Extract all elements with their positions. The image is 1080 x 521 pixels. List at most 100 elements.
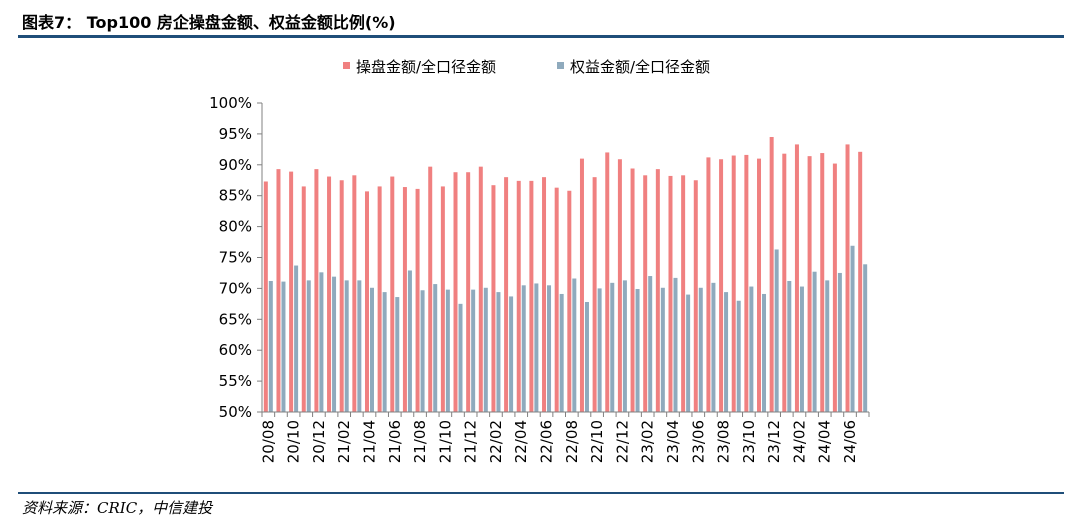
x-tick-label: 22/10	[588, 420, 606, 463]
bar-series-1	[352, 175, 357, 412]
bar-series-1	[693, 180, 698, 412]
figure-title: 图表7： Top100 房企操盘金额、权益金额比例(%)	[22, 13, 396, 32]
bar-series-1	[757, 158, 762, 412]
bar-series-2	[471, 289, 476, 412]
bar-series-1	[542, 177, 547, 412]
y-tick-label: 60%	[219, 341, 252, 359]
y-tick-label: 80%	[219, 218, 252, 236]
bar-series-1	[491, 185, 496, 412]
x-tick-label: 24/04	[816, 420, 834, 463]
bar-series-2	[344, 280, 349, 412]
legend-swatch-series-2	[557, 62, 564, 69]
bar-series-2	[281, 281, 286, 412]
y-tick-label: 55%	[219, 372, 252, 390]
x-tick-label: 24/02	[790, 420, 808, 463]
y-tick-label: 50%	[219, 403, 252, 421]
bar-series-1	[440, 186, 445, 412]
bar-series-1	[314, 169, 319, 412]
x-tick-label: 23/02	[639, 420, 657, 463]
bar-series-2	[521, 285, 526, 412]
bar-series-1	[769, 136, 774, 413]
x-tick-label: 21/04	[360, 420, 378, 463]
bar-series-1	[744, 154, 749, 413]
bar-series-1	[579, 158, 584, 412]
bar-series-1	[617, 159, 622, 412]
bar-series-2	[660, 287, 665, 412]
bar-series-2	[787, 280, 792, 412]
bar-series-2	[648, 276, 653, 412]
y-tick-label: 95%	[219, 125, 252, 143]
x-tick-label: 22/12	[613, 420, 631, 463]
legend-swatch-series-1	[343, 62, 350, 69]
bar-series-2	[319, 272, 324, 412]
bar-series-2	[268, 280, 273, 412]
bar-series-1	[415, 188, 420, 412]
x-tick-label: 22/02	[487, 420, 505, 463]
bar-series-2	[483, 287, 488, 412]
bar-series-1	[390, 176, 395, 412]
title-rule	[18, 35, 1064, 38]
x-tick-label: 21/06	[386, 420, 404, 463]
bar-series-1	[592, 177, 597, 412]
bar-series-2	[547, 285, 552, 412]
bar-series-1	[567, 190, 572, 412]
bar-series-2	[433, 284, 438, 412]
chart-legend: 操盘金额/全口径金额 权益金额/全口径金额	[343, 58, 710, 76]
bar-series-2	[369, 287, 374, 412]
bar-series-2	[534, 283, 539, 412]
bar-series-2	[572, 278, 577, 412]
bar-series-2	[407, 270, 412, 412]
bar-series-2	[736, 300, 741, 412]
bar-series-2	[496, 292, 501, 412]
bar-series-1	[706, 157, 711, 412]
bar-series-1	[719, 159, 724, 412]
x-tick-label: 21/08	[411, 420, 429, 463]
bar-series-2	[610, 282, 615, 412]
bar-series-1	[466, 172, 471, 412]
bar-series-1	[377, 186, 382, 412]
bar-series-2	[799, 286, 804, 412]
bar-series-2	[622, 280, 627, 412]
bar-series-1	[630, 168, 635, 412]
bar-series-2	[724, 292, 729, 412]
bar-series-2	[559, 293, 564, 412]
bar-series-1	[504, 177, 509, 412]
bar-series-2	[774, 249, 779, 412]
x-tick-label: 23/04	[664, 420, 682, 463]
x-tick-label: 20/12	[310, 420, 328, 463]
bar-series-1	[794, 144, 799, 412]
x-tick-label: 21/10	[436, 420, 454, 463]
legend-label-series-2: 权益金额/全口径金额	[570, 58, 710, 76]
bar-series-2	[812, 271, 817, 412]
x-tick-label: 21/02	[335, 420, 353, 463]
bar-series-2	[395, 297, 400, 412]
x-tick-label: 22/06	[538, 420, 556, 463]
bar-series-1	[858, 151, 863, 412]
bar-series-2	[382, 292, 387, 412]
bar-series-1	[478, 166, 483, 412]
x-tick-label: 23/10	[740, 420, 758, 463]
bar-series-1	[364, 191, 369, 412]
bar-series-1	[327, 176, 332, 412]
bar-series-1	[516, 180, 521, 412]
bar-series-2	[698, 287, 703, 412]
bar-series-1	[402, 187, 407, 412]
bar-series-2	[332, 276, 337, 412]
bar-series-1	[832, 163, 837, 412]
bar-series-1	[845, 144, 850, 412]
bar-series-1	[339, 180, 344, 412]
bar-series-2	[509, 296, 514, 412]
source-note: 资料来源：CRIC，中信建投	[22, 499, 213, 517]
y-tick-label: 75%	[219, 249, 252, 267]
bar-series-2	[863, 264, 868, 412]
bar-series-2	[711, 282, 716, 412]
x-tick-label: 20/10	[285, 420, 303, 463]
bar-series-1	[428, 166, 433, 412]
x-tick-label: 22/04	[512, 420, 530, 463]
bar-series-1	[731, 155, 736, 412]
bar-series-2	[584, 301, 589, 412]
bars	[263, 136, 868, 413]
legend-label-series-1: 操盘金额/全口径金额	[356, 58, 496, 76]
bar-series-2	[357, 280, 362, 412]
bar-series-2	[673, 277, 678, 412]
